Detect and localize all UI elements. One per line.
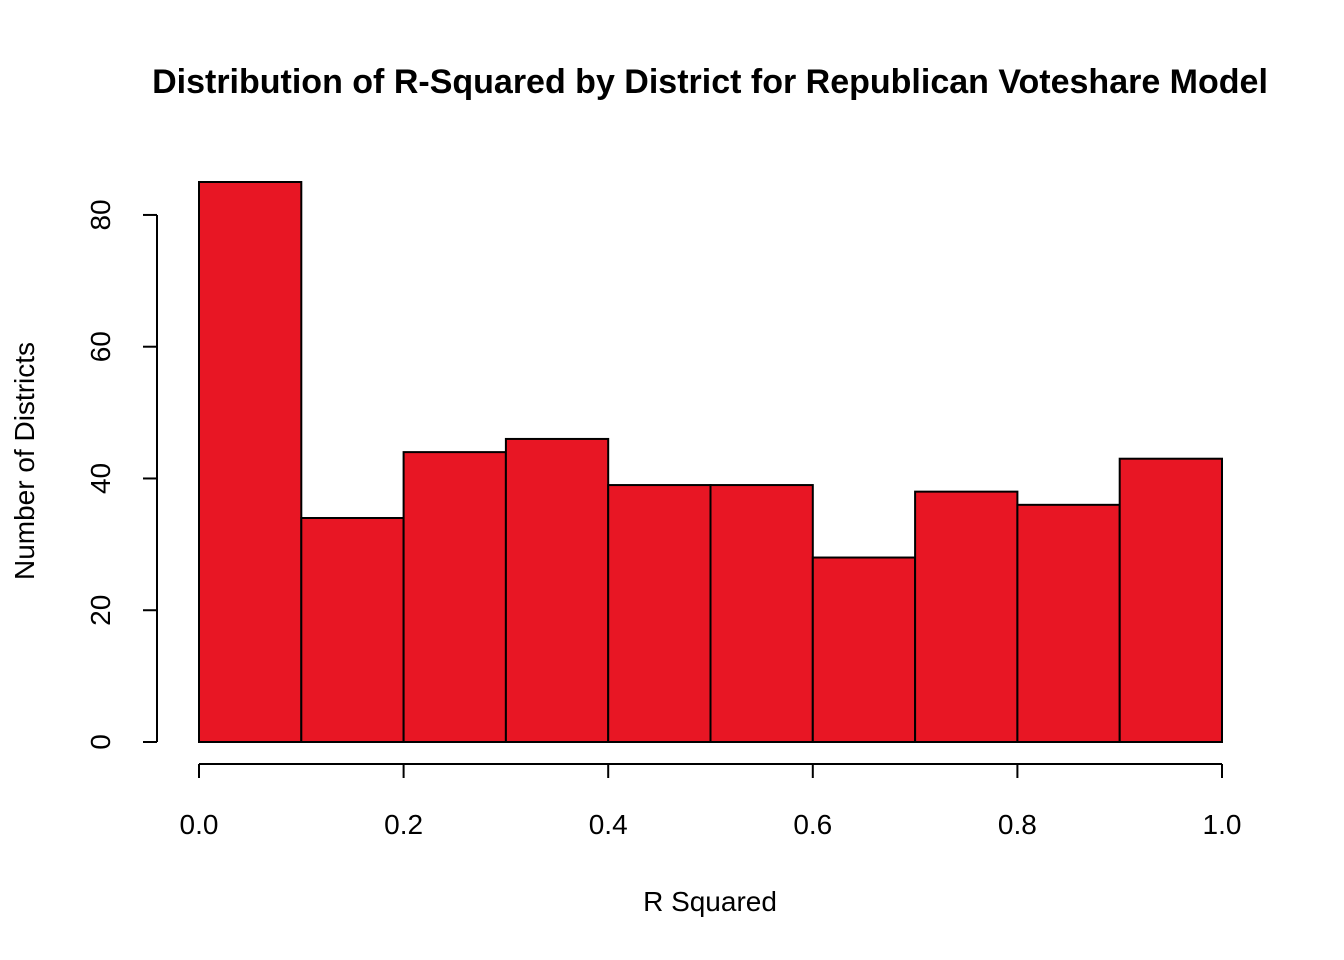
histogram-bar <box>504 437 610 743</box>
y-tick-label: 0 <box>85 734 116 750</box>
histogram-bar <box>1016 503 1121 743</box>
x-axis: 0.0 0.2 0.4 0.6 0.8 1.0 <box>180 763 1242 840</box>
histogram-bar <box>402 451 507 743</box>
histogram-bar <box>811 556 917 743</box>
y-tick-label: 20 <box>85 595 116 626</box>
x-tick-label: 0.8 <box>998 809 1037 840</box>
bars-group <box>198 181 1223 744</box>
x-tick-label: 0.4 <box>589 809 628 840</box>
y-axis: 0 20 40 60 80 <box>85 199 158 750</box>
histogram-bar <box>198 181 303 744</box>
histogram-bar <box>607 484 712 743</box>
x-axis-title: R Squared <box>643 886 777 917</box>
y-tick-label: 40 <box>85 463 116 494</box>
histogram-bar <box>300 517 405 744</box>
chart-title: Distribution of R-Squared by District fo… <box>152 63 1268 101</box>
y-tick-label: 80 <box>85 199 116 230</box>
histogram-bar <box>1118 457 1223 743</box>
histogram-bar <box>914 490 1019 743</box>
x-tick-label: 0.0 <box>180 809 219 840</box>
y-axis-title: Number of Districts <box>9 342 40 580</box>
x-tick-label: 1.0 <box>1203 809 1242 840</box>
histogram-bar <box>709 484 814 743</box>
x-tick-label: 0.6 <box>793 809 832 840</box>
y-tick-label: 60 <box>85 331 116 362</box>
x-tick-label: 0.2 <box>384 809 423 840</box>
